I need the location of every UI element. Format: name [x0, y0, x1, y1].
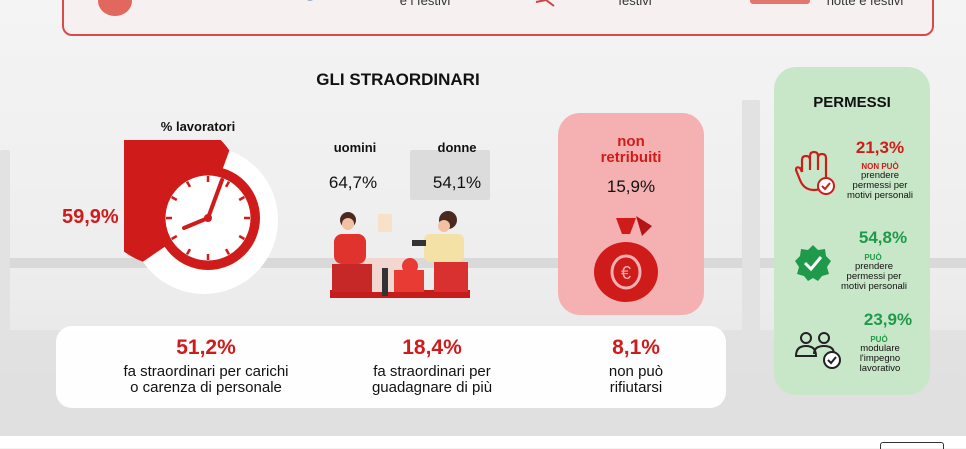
top-item-3: notte e festivi: [826, 0, 904, 8]
clock-ticks: [166, 176, 250, 260]
permessi-tag-1: NON PUÒ: [861, 162, 899, 171]
clock-hour-hand: [182, 216, 210, 230]
money-bag-icon: €: [594, 216, 658, 302]
section-title: GLI STRAORDINARI: [316, 70, 480, 89]
clock-tick: [224, 248, 231, 255]
footer-bar: [0, 436, 966, 448]
stat-value-1: 51,2%: [176, 336, 236, 359]
permessi-pct-2: 54,8%: [858, 228, 908, 247]
clock-tick: [238, 234, 245, 241]
permessi-tag-3: PUÒ: [870, 335, 888, 344]
gauge-value: 59,9%: [62, 206, 119, 228]
stat-desc-3: non può rifiutarsi: [608, 363, 664, 396]
clock-tick: [171, 234, 178, 241]
clock-minute-hand: [206, 178, 224, 220]
permessi-tag-2: PUÒ: [864, 253, 882, 262]
permessi-desc-2: prendere permessi per motivi personali: [841, 261, 907, 292]
permessi-desc-1: prendere permessi per motivi personali: [847, 170, 913, 201]
permessi-pct-1: 21,3%: [855, 138, 905, 157]
men-label: uomini: [333, 140, 377, 155]
background-chair: [0, 150, 10, 330]
hand-stop-icon: [794, 150, 835, 195]
license-badge: [880, 442, 944, 449]
top-people-icon: [300, 0, 362, 8]
women-label: donne: [437, 140, 477, 155]
permessi-pct-3: 23,9%: [863, 310, 913, 329]
unpaid-title: non retribuiti: [600, 133, 662, 166]
women-value: 54,1%: [432, 173, 482, 192]
permessi-desc-3: modulare l'impegno lavorativo: [859, 343, 901, 374]
main-stats-card: [56, 326, 726, 408]
clock-gauge: [124, 140, 278, 294]
background-monitor: [410, 150, 490, 200]
permessi-title: PERMESSI: [813, 94, 891, 111]
clock-tick: [185, 181, 192, 188]
stat-desc-1: fa straordinari per carichi o carenza di…: [123, 363, 289, 396]
top-item-2: festivi: [618, 0, 652, 8]
clock-tick: [224, 181, 231, 188]
men-value: 64,7%: [328, 173, 378, 192]
verified-badge-icon: [795, 245, 831, 281]
top-runner-icon: [530, 0, 562, 10]
stat-value-3: 8,1%: [612, 336, 660, 359]
top-bed-icon: [750, 0, 810, 4]
team-check-icon: [794, 332, 841, 369]
stat-desc-2: fa straordinari per guadagnare di più: [371, 363, 493, 396]
svg-text:€: €: [621, 263, 631, 283]
top-item-1: e i festivi: [399, 0, 451, 8]
clock-tick: [238, 195, 245, 202]
background-shelf: [742, 100, 760, 340]
workers-illustration: [330, 211, 470, 298]
top-clock-icon: [98, 0, 132, 16]
gauge-label: % lavoratori: [160, 119, 236, 134]
background-desk: [0, 258, 966, 268]
unpaid-value: 15,9%: [606, 177, 656, 196]
clock-tick: [171, 195, 178, 202]
stat-value-2: 18,4%: [402, 336, 462, 359]
permessi-panel: [774, 67, 930, 395]
top-summary-box: [62, 0, 934, 36]
clock-tick: [185, 248, 192, 255]
